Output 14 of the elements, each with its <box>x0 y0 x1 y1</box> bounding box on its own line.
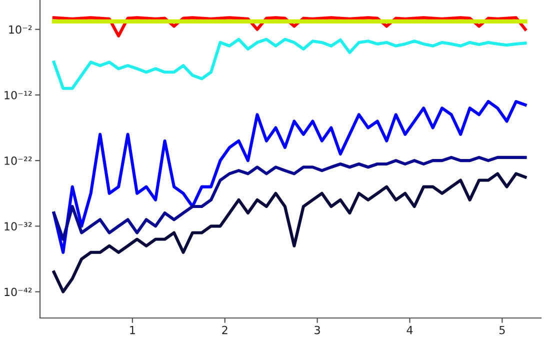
line-series <box>52 156 527 241</box>
x-tick-label: 2 <box>222 326 228 334</box>
x-tick-label: 1 <box>130 326 135 334</box>
x-tick-label: 5 <box>500 326 505 334</box>
y-tick-label: 10⁻⁴² <box>4 288 32 296</box>
y-tick-label: 10⁻¹² <box>4 90 32 100</box>
y-tick-label: 10⁻²² <box>4 156 32 165</box>
line-series <box>52 38 527 90</box>
y-tick-label: 10⁻² <box>9 25 32 34</box>
line-series <box>52 100 527 254</box>
line-series <box>52 172 527 294</box>
x-tick-label: 4 <box>406 326 413 334</box>
x-tick-label: 3 <box>314 326 320 334</box>
y-tick-label: 10⁻³² <box>4 222 32 231</box>
